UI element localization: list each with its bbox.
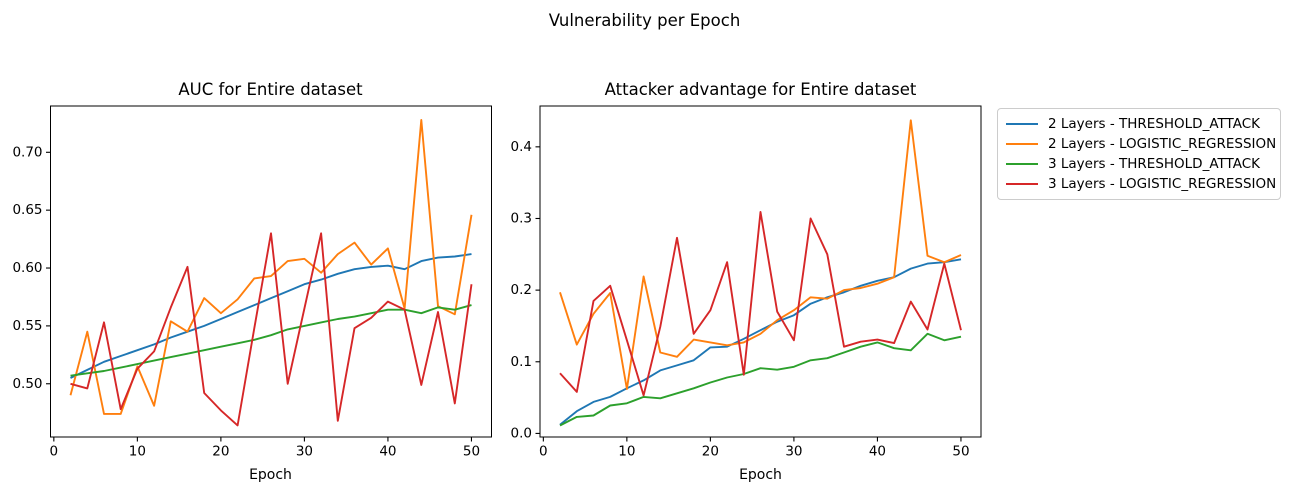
auc-xaxis-label: Epoch xyxy=(249,467,292,483)
legend-label: 3 Layers - THRESHOLD_ATTACK xyxy=(1048,156,1260,172)
y-tick-label: 0.3 xyxy=(511,210,532,226)
figure-title: Vulnerability per Epoch xyxy=(548,11,741,30)
advantage-xaxis-label: Epoch xyxy=(739,467,782,483)
legend-entry: 3 Layers - THRESHOLD_ATTACK xyxy=(1006,154,1272,174)
y-tick-label: 0.1 xyxy=(511,354,532,370)
x-tick-label: 10 xyxy=(129,444,146,460)
y-tick-label: 0.2 xyxy=(511,282,532,298)
advantage-chart-title: Attacker advantage for Entire dataset xyxy=(604,80,917,99)
x-tick-label: 40 xyxy=(379,444,396,460)
y-tick-label: 0.50 xyxy=(12,376,42,392)
x-tick-label: 30 xyxy=(785,444,802,460)
legend-label: 2 Layers - LOGISTIC_REGRESSION xyxy=(1048,136,1277,152)
legend-line-swatch-green xyxy=(1006,162,1038,166)
x-tick-label: 40 xyxy=(869,444,886,460)
x-tick-label: 0 xyxy=(50,444,59,460)
chart-attacker-advantage-for-entire-dataset: 0 10 20 30 40 50 0.0 0.1 0.2 0.3 0.4 xyxy=(511,105,982,460)
plot-area-border xyxy=(50,105,492,438)
legend-line-swatch-red xyxy=(1006,182,1038,186)
y-tick-label: 0.55 xyxy=(12,318,42,334)
y-tick-label: 0.70 xyxy=(12,144,42,160)
y-tick-label: 0.60 xyxy=(12,260,42,276)
line-2-layers-threshold-attack xyxy=(70,253,472,379)
legend-entry: 3 Layers - LOGISTIC_REGRESSION xyxy=(1006,174,1276,194)
y-tick-label: 0.0 xyxy=(511,425,532,441)
legend-line-swatch-blue xyxy=(1006,122,1038,126)
legend-label: 3 Layers - LOGISTIC_REGRESSION xyxy=(1048,176,1277,192)
x-tick-label: 0 xyxy=(539,444,548,460)
y-tick-label: 0.4 xyxy=(511,139,532,155)
legend-entry: 2 Layers - THRESHOLD_ATTACK xyxy=(1006,114,1272,134)
legend-label: 2 Layers - THRESHOLD_ATTACK xyxy=(1048,116,1260,132)
legend: 2 Layers - THRESHOLD_ATTACK 2 Layers - L… xyxy=(997,108,1281,200)
y-tick-label: 0.65 xyxy=(12,202,42,218)
line-2-layers-logistic-regression xyxy=(559,119,962,390)
legend-entry: 2 Layers - LOGISTIC_REGRESSION xyxy=(1006,134,1276,154)
x-tick-label: 10 xyxy=(618,444,635,460)
line-2-layers-logistic-regression xyxy=(69,118,473,415)
x-tick-label: 50 xyxy=(463,444,480,460)
auc-chart-title: AUC for Entire dataset xyxy=(178,80,363,99)
x-tick-label: 50 xyxy=(952,444,969,460)
x-tick-label: 20 xyxy=(702,444,719,460)
x-tick-label: 30 xyxy=(296,444,313,460)
x-tick-label: 20 xyxy=(212,444,229,460)
chart-auc-for-entire-dataset: 0 10 20 30 40 50 0.50 0.55 0.60 0.65 0.70 xyxy=(12,105,492,460)
plot-area-border xyxy=(539,105,982,438)
line-3-layers-logistic-regression xyxy=(559,211,962,397)
line-2-layers-threshold-attack xyxy=(559,258,962,426)
line-3-layers-threshold-attack xyxy=(559,332,962,427)
line-3-layers-logistic-regression xyxy=(70,232,473,427)
legend-line-swatch-orange xyxy=(1006,142,1038,146)
